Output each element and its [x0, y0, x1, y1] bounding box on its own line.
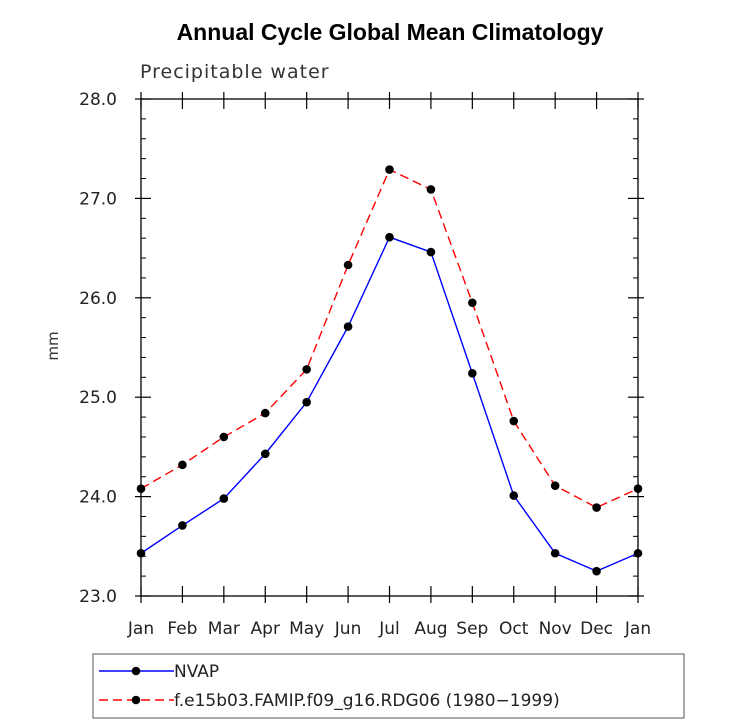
data-point [178, 460, 187, 470]
data-point [219, 432, 229, 442]
data-point [178, 521, 187, 530]
x-tick-label: Dec [580, 619, 613, 639]
data-point [468, 369, 477, 378]
data-point [343, 260, 353, 270]
data-point [509, 416, 519, 426]
x-tick-label: Jan [624, 619, 651, 639]
data-point [260, 449, 270, 459]
x-tick-label: Nov [539, 619, 572, 639]
data-point [633, 484, 643, 493]
series-group [136, 165, 643, 576]
x-tick-label: Sep [456, 619, 488, 639]
data-point [385, 232, 394, 242]
data-point [550, 548, 560, 558]
data-point [219, 494, 229, 503]
data-point [302, 365, 311, 374]
x-tick-label: Jul [378, 619, 400, 639]
x-tick-label: Jun [334, 619, 362, 639]
chart-title: Annual Cycle Global Mean Climatology [177, 19, 604, 45]
y-tick-label: 24.0 [79, 488, 117, 508]
series-line-1 [140, 168, 639, 509]
legend-marker-1 [131, 695, 141, 705]
data-point [260, 408, 270, 418]
legend-box [92, 653, 685, 719]
data-point [550, 481, 560, 490]
legend-label-1: f.e15b03.FAMIP.f09_g16.RDG06 (1980−1999) [174, 691, 560, 711]
x-tick-label: Feb [167, 619, 197, 639]
data-point [633, 548, 643, 558]
chart-subtitle: Precipitable water [140, 61, 330, 83]
data-point [136, 484, 146, 493]
data-point [302, 397, 311, 407]
data-point [426, 247, 436, 257]
data-point [136, 548, 146, 558]
legend-label-0: NVAP [174, 662, 219, 682]
data-point [509, 491, 519, 500]
x-tick-label: Jan [127, 619, 154, 639]
y-tick-label: 27.0 [79, 189, 117, 209]
data-point [426, 185, 436, 194]
y-tick-label: 28.0 [79, 90, 117, 110]
series-line-0 [140, 236, 639, 572]
legend: NVAP f.e15b03.FAMIP.f09_g16.RDG06 (1980−1… [92, 653, 685, 719]
x-tick-label: Aug [414, 619, 447, 639]
y-axis-label: mm [44, 331, 62, 360]
y-tick-label: 23.0 [79, 587, 117, 607]
y-tick-label: 26.0 [79, 289, 117, 309]
data-point [468, 298, 477, 308]
x-tick-label: Mar [208, 619, 240, 639]
x-tick-label: May [289, 619, 324, 639]
tick-group: 23.0 24.0 25.0 26.0 27.0 28.0 Jan Feb Mar Apr May J… [79, 90, 651, 639]
data-point [385, 165, 394, 174]
legend-marker-0 [131, 666, 141, 676]
data-point [592, 503, 601, 512]
data-point [343, 322, 353, 331]
x-tick-label: Apr [251, 619, 280, 639]
y-tick-label: 25.0 [79, 388, 117, 408]
x-tick-label: Oct [499, 619, 529, 639]
data-point [592, 566, 601, 576]
